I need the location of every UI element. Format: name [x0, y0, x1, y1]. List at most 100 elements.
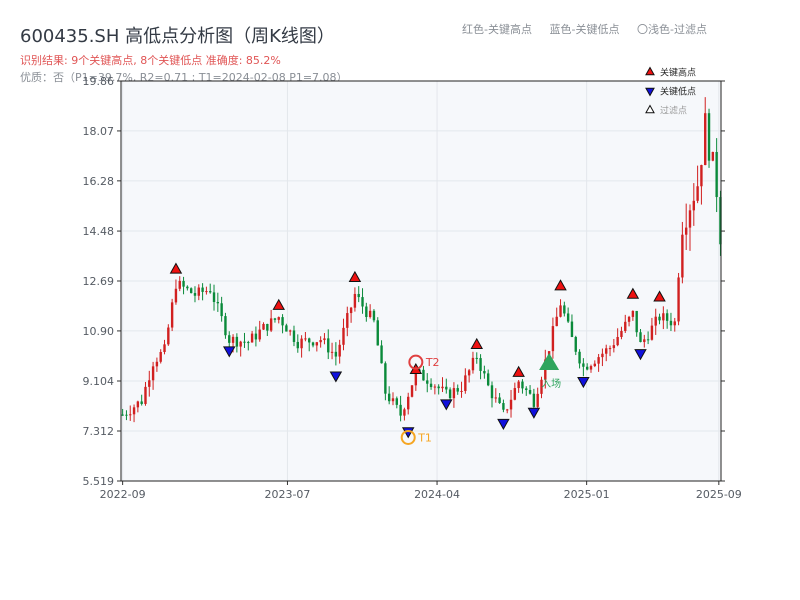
- candle-body: [662, 313, 665, 321]
- candle-body: [471, 357, 475, 371]
- key-low-marker: [577, 377, 590, 389]
- candle-body: [269, 318, 273, 331]
- candle-body: [639, 332, 642, 343]
- candle-body: [349, 307, 353, 314]
- candle-body: [365, 306, 368, 318]
- candle-body: [643, 339, 646, 343]
- key-high-marker: [169, 262, 183, 274]
- candle-body: [506, 409, 509, 411]
- candle-body: [387, 393, 391, 402]
- candle-body: [536, 393, 539, 407]
- candle-body: [464, 375, 467, 391]
- candle-body: [627, 316, 631, 322]
- candle-body: [327, 338, 330, 353]
- candle-body: [441, 386, 444, 389]
- candle-body: [566, 313, 570, 322]
- candle-body: [574, 337, 577, 352]
- legend-label-high: 关键高点: [660, 67, 696, 79]
- candle-body: [650, 325, 654, 340]
- candle-body: [635, 310, 638, 333]
- key-low-marker: [329, 371, 343, 383]
- annotation-label-t2: T2: [425, 356, 440, 369]
- candle-body: [330, 351, 334, 353]
- candle-body: [228, 335, 231, 343]
- candle-body: [620, 330, 623, 337]
- candle-body: [540, 379, 543, 394]
- candle-body: [700, 165, 703, 187]
- candle-body: [277, 317, 280, 320]
- candle-body: [437, 386, 440, 389]
- candle-body: [467, 370, 471, 376]
- candle-body: [551, 326, 555, 352]
- candle-body: [426, 380, 429, 384]
- candle-body: [231, 336, 235, 343]
- candle-body: [711, 151, 715, 161]
- candle-body: [502, 403, 505, 410]
- candle-body: [220, 303, 223, 317]
- candle-body: [334, 351, 338, 357]
- candle-body: [159, 351, 162, 362]
- y-tick-label: 19.86: [83, 75, 115, 88]
- axes: 5.519 7.312 9.104 10.90 12.69 14.48 16.28 18.07…: [83, 75, 742, 501]
- result-summary: 识别结果: 9个关键高点, 8个关键低点 准确度: 85.2%: [20, 54, 281, 67]
- candle-body: [266, 323, 269, 331]
- legend-marker-filtered: [645, 104, 655, 114]
- y-tick-label: 16.28: [83, 175, 115, 188]
- candle-body: [608, 348, 612, 350]
- candle-body: [125, 414, 128, 416]
- candle-body: [570, 321, 574, 338]
- key-high-marker: [348, 270, 362, 283]
- candle-body: [212, 292, 216, 302]
- y-tick-label: 12.69: [83, 275, 115, 288]
- entry-marker: [539, 352, 560, 370]
- candle-body: [262, 323, 265, 330]
- key-high-marker: [272, 298, 286, 310]
- candle-body: [201, 287, 204, 292]
- candle-body: [182, 280, 185, 287]
- candle-body: [247, 342, 250, 344]
- annotation-ring-t2: [408, 354, 424, 370]
- candle-body: [239, 341, 242, 347]
- candle-body: [296, 341, 299, 349]
- candle-body: [170, 302, 174, 328]
- candle-body: [563, 305, 566, 314]
- candle-body: [300, 338, 303, 349]
- candle-body: [342, 327, 345, 345]
- candle-body: [288, 330, 292, 332]
- key-low-marker: [634, 349, 647, 361]
- candle-body: [646, 339, 650, 341]
- candle-body: [361, 297, 364, 307]
- key-low-marker: [497, 418, 510, 430]
- chart-title: 600435.SH 高低点分析图（周K线图）: [20, 26, 335, 47]
- legend-label-filtered: 过滤点: [660, 105, 687, 117]
- candle-body: [174, 288, 178, 303]
- y-tick-label: 10.90: [83, 325, 115, 338]
- entry-label: 入场: [541, 377, 561, 390]
- key-high-marker: [470, 337, 484, 349]
- candle-body: [486, 373, 490, 386]
- candle-body: [677, 277, 680, 322]
- candle-body: [555, 316, 558, 327]
- candle-body: [525, 388, 528, 391]
- candle-body: [308, 338, 311, 343]
- candle-body: [517, 381, 520, 389]
- candle-body: [250, 333, 254, 343]
- candle-body: [163, 344, 166, 352]
- candle-body: [273, 318, 277, 320]
- y-tick-label: 9.104: [83, 375, 115, 388]
- candle-body: [319, 340, 322, 343]
- candle-body: [304, 338, 307, 340]
- candle-body: [582, 363, 585, 367]
- candle-body: [456, 388, 459, 392]
- candle-body: [692, 200, 696, 211]
- candle-body: [521, 381, 524, 389]
- y-tick-label: 18.07: [83, 125, 115, 138]
- legend-marker-high: [645, 66, 655, 76]
- plot-frame: [120, 80, 722, 482]
- candle-body: [121, 414, 124, 416]
- key-low-marker: [440, 399, 453, 411]
- candle-body: [311, 342, 315, 346]
- candle-body: [688, 210, 692, 228]
- top-legend-blue: 蓝色-关键低点: [549, 23, 620, 36]
